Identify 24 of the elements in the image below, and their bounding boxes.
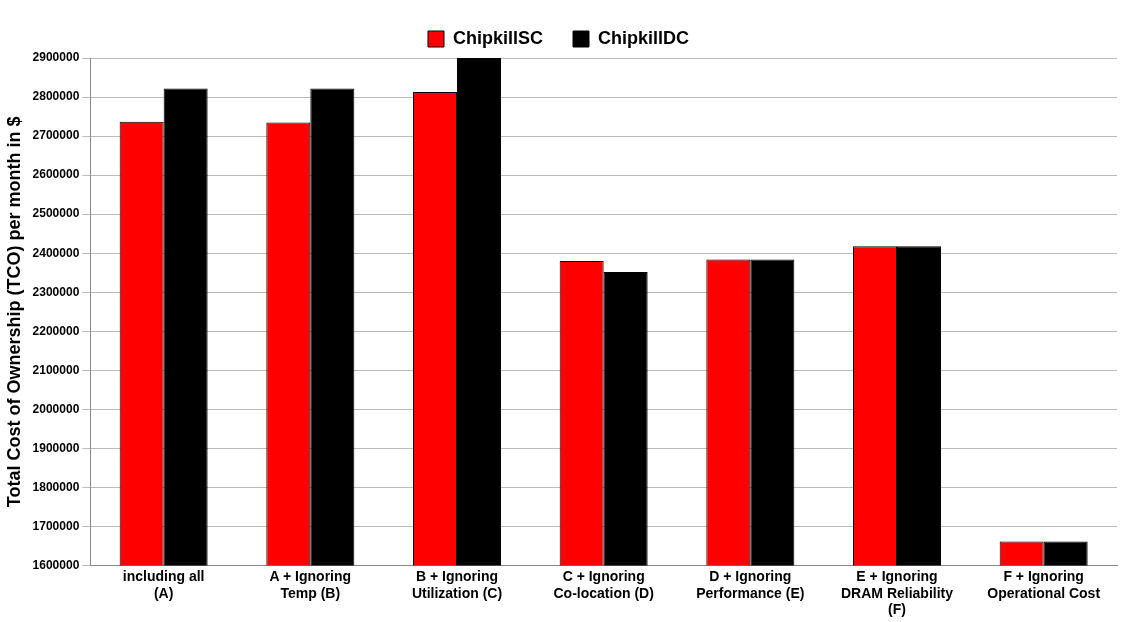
x-tick-label: A + Ignoring Temp (B) bbox=[269, 567, 352, 601]
x-tick-label: B + Ignoring Utilization (C) bbox=[411, 567, 503, 601]
x-tick-label: including all (A) bbox=[122, 567, 205, 601]
y-tick-label: 2700000 bbox=[32, 128, 80, 143]
x-tick-label: C + Ignoring Co-location (D) bbox=[553, 567, 654, 601]
x-tick-label: D + Ignoring Performance (E) bbox=[696, 567, 805, 601]
x-tick-label: E + Ignoring DRAM Reliability (F) bbox=[840, 567, 954, 618]
y-tick-label: 1700000 bbox=[32, 518, 80, 533]
y-tick-label: 2900000 bbox=[32, 50, 80, 65]
y-tick-label: 2000000 bbox=[32, 401, 80, 416]
legend-label: ChipkillSC bbox=[452, 27, 544, 48]
y-tick-label: 2300000 bbox=[32, 284, 80, 299]
y-tick-label: 2800000 bbox=[32, 89, 80, 104]
y-tick-label: 2400000 bbox=[32, 245, 80, 260]
y-tick-label: 2500000 bbox=[32, 206, 80, 221]
y-tick-label: 1600000 bbox=[32, 557, 80, 572]
y-tick-label: 1900000 bbox=[32, 440, 80, 455]
y-tick-label: 2100000 bbox=[32, 362, 80, 377]
x-tick-label: F + Ignoring Operational Cost bbox=[987, 567, 1101, 601]
y-axis-title: Total Cost of Ownership (TCO) per month in $ bbox=[3, 116, 24, 508]
y-tick-label: 2600000 bbox=[32, 167, 80, 182]
y-tick-label: 1800000 bbox=[32, 479, 80, 494]
y-tick-label: 2200000 bbox=[32, 323, 80, 338]
legend-label: ChipkillDC bbox=[598, 27, 690, 48]
